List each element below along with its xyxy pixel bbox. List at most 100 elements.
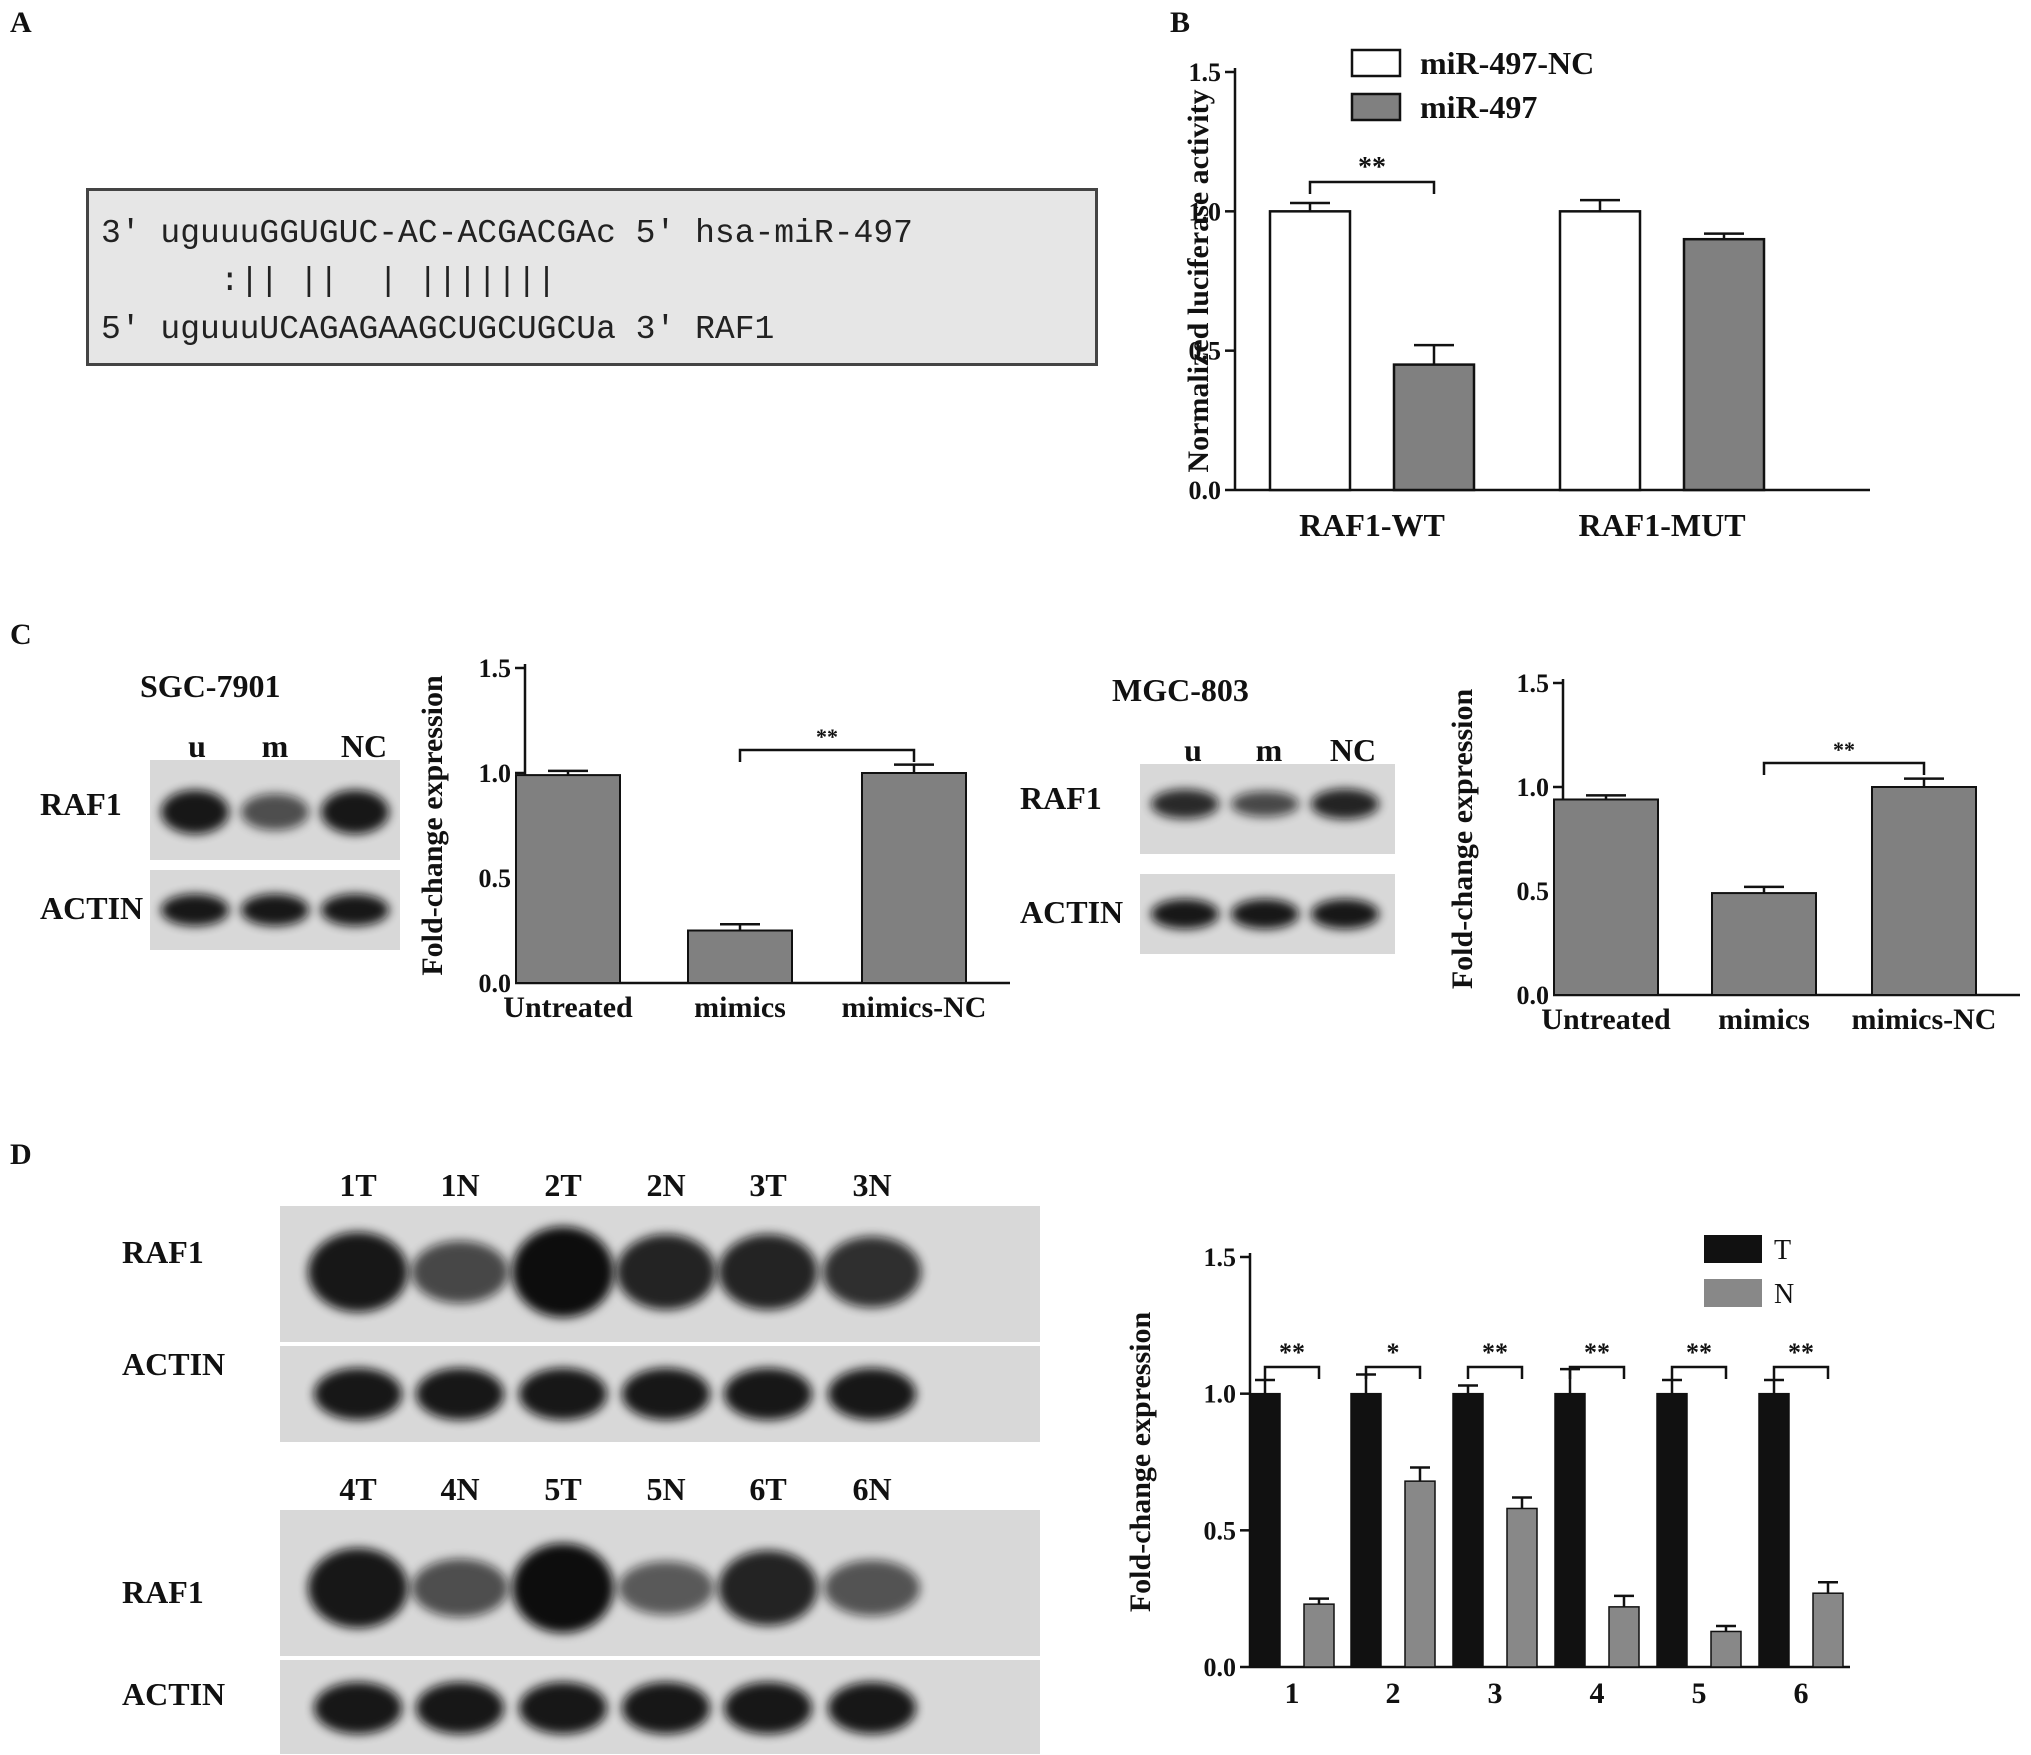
blot-sgc-actin-band: [321, 894, 389, 926]
row-label-tissue-top-raf1: RAF1: [122, 1234, 204, 1270]
chart-c-mgc-ytick-label: 1.0: [1517, 773, 1550, 802]
blot-tissue-top-raf1-band: [718, 1234, 818, 1310]
chart-c-sgc-ytick-label: 1.5: [479, 654, 512, 683]
chart-d-bar: [1554, 1392, 1586, 1668]
chart-c-sgc-ytick-label: 1.0: [479, 759, 512, 788]
chart-d-xtick-label: 5: [1692, 1677, 1707, 1710]
row-label-mgc-actin: ACTIN: [1020, 894, 1124, 930]
chart-b-xtick-label: RAF1-MUT: [1578, 507, 1745, 543]
western-blot-tissue: 1T 1N 2T 2N 3T 3N 4T 4N 5T 5N 6T 6N: [280, 1167, 1040, 1754]
chart-d-legend-label: N: [1774, 1279, 1794, 1310]
blot-tissue-top-actin-band: [622, 1368, 710, 1420]
chart-d-significance-bracket: [1568, 1365, 1626, 1379]
chart-d-significance-bracket: [1263, 1365, 1321, 1379]
chart-b-ytick-label: 1.5: [1189, 58, 1222, 87]
chart-d-ytick-label: 1.5: [1204, 1243, 1237, 1272]
blot-sgc-raf1-band: [161, 790, 229, 834]
blot-sgc-actin-band: [241, 894, 309, 926]
chart-c-mgc-ytick-label: 0.0: [1517, 981, 1550, 1010]
chart-c-sgc-significance-bracket: [738, 748, 916, 762]
blot-title-sgc: SGC-7901: [140, 668, 281, 704]
chart-d-significance-bracket: [1364, 1365, 1422, 1379]
chart-b-bar: [1558, 210, 1642, 492]
chart-d-bar: [1812, 1592, 1844, 1668]
blot-tissue-bottom-raf1-band: [824, 1560, 920, 1616]
row-label-sgc-actin: ACTIN: [40, 890, 144, 926]
chart-b-significance-bracket: [1308, 180, 1436, 194]
chart-b-legend-swatch: [1350, 48, 1402, 78]
chart-c-sgc-ylabel: Fold-change expression: [416, 675, 449, 976]
chart-d-bar: [1656, 1392, 1688, 1668]
panel-letter-b: B: [1170, 6, 1191, 39]
chart-d-legend-label: T: [1774, 1235, 1791, 1266]
tissue-top-lane-label: 1N: [440, 1167, 479, 1203]
chart-c-mgc-ytick-label: 1.5: [1517, 669, 1550, 698]
lane-label-sgc-m: m: [261, 728, 289, 764]
chart-d-xtick-label: 1: [1285, 1677, 1300, 1710]
panel-letter-c: C: [10, 618, 32, 651]
pairing-line: :|| || | |||||||: [101, 263, 557, 300]
blot-mgc-raf1-band: [1311, 788, 1379, 820]
blot-mgc-actin-band: [1311, 899, 1379, 929]
chart-c-mgc-significance-label: **: [1833, 737, 1855, 762]
blot-title-mgc: MGC-803: [1112, 672, 1249, 708]
tissue-bottom-lane-label: 4N: [440, 1471, 479, 1507]
blot-mgc-raf1-band: [1231, 791, 1299, 817]
row-label-tissue-bottom-raf1: RAF1: [122, 1574, 204, 1610]
chart-d-significance-label: **: [1584, 1338, 1610, 1367]
western-blot-sgc: [150, 760, 400, 950]
lane-label-sgc-u: u: [188, 728, 206, 764]
chart-d-bar: [1452, 1392, 1484, 1668]
row-label-tissue-bottom-actin: ACTIN: [122, 1676, 226, 1712]
chart-d-significance-label: **: [1686, 1338, 1712, 1367]
chart-c-mgc-ylabel: Fold-change expression: [1446, 689, 1479, 990]
chart-c-sgc-xtick-label: mimics: [694, 991, 786, 1024]
chart-c-sgc-significance-label: **: [816, 724, 838, 749]
blot-tissue-bottom-actin-band: [416, 1682, 504, 1734]
blot-tissue-bottom-raf1-band: [512, 1543, 614, 1633]
lane-label-mgc-u: u: [1184, 732, 1202, 768]
blot-tissue-top-actin-band: [519, 1368, 607, 1420]
chart-c-mgc-bar: [1871, 786, 1977, 996]
blot-tissue-bottom-actin-band: [622, 1682, 710, 1734]
chart-d-bar: [1506, 1507, 1538, 1668]
lane-label-mgc-nc: NC: [1329, 732, 1377, 768]
chart-c-sgc-ytick-label: 0.0: [479, 969, 512, 998]
chart-d-ytick-label: 0.5: [1204, 1516, 1237, 1545]
chart-c-mgc-xtick-label: mimics-NC: [1852, 1003, 1997, 1036]
chart-d-bar: [1303, 1603, 1335, 1668]
chart-d-xtick-label: 6: [1794, 1677, 1809, 1710]
chart-b-legend-label: miR-497-NC: [1420, 45, 1594, 81]
chart-d-significance-bracket: [1772, 1365, 1830, 1379]
blot-tissue-bottom-raf1-band: [308, 1548, 408, 1628]
blot-tissue-top-actin-band: [416, 1368, 504, 1420]
blot-tissue-bottom-actin-band: [828, 1682, 916, 1734]
chart-d-bar: [1710, 1630, 1742, 1668]
blot-tissue-bottom-actin-band: [519, 1682, 607, 1734]
blot-tissue-bottom-raf1-band: [618, 1561, 714, 1615]
blot-sgc-raf1-band: [241, 793, 309, 831]
chart-d-significance-label: **: [1788, 1338, 1814, 1367]
chart-d-significance-label: *: [1387, 1338, 1400, 1367]
blot-tissue-top-actin-band: [314, 1368, 402, 1420]
chart-b-bar: [1682, 237, 1766, 492]
panel-letter-d: D: [10, 1138, 32, 1171]
chart-b-legend-swatch: [1350, 92, 1402, 122]
blot-sgc-raf1-band: [321, 790, 389, 834]
panel-letter-a: A: [10, 6, 32, 39]
chart-d-significance-bracket: [1466, 1365, 1524, 1379]
blot-tissue-top-actin-band: [828, 1368, 916, 1420]
chart-b-bar: [1392, 363, 1476, 492]
chart-c-mgc-ytick-label: 0.5: [1517, 877, 1550, 906]
chart-d-legend-swatch: [1704, 1235, 1762, 1263]
chart-b-ytick-label: 0.0: [1189, 476, 1222, 505]
sequence-alignment-box: 3' uguuuGGUGUC-AC-ACGACGAc 5' hsa-miR-49…: [86, 188, 1098, 366]
blot-tissue-bottom-raf1-band: [718, 1550, 818, 1626]
chart-c-mgc-xtick-label: Untreated: [1541, 1003, 1671, 1036]
blot-tissue-top-actin-band: [724, 1368, 812, 1420]
blot-tissue-top-raf1-band: [512, 1226, 614, 1318]
chart-c-mgc-bar: [1711, 892, 1817, 996]
tissue-bottom-lane-label: 4T: [339, 1471, 376, 1507]
chart-d: 0.0 0.5 1.0 1.5 Fold-change expression ** 1 * 2 *…: [1124, 1235, 1850, 1710]
